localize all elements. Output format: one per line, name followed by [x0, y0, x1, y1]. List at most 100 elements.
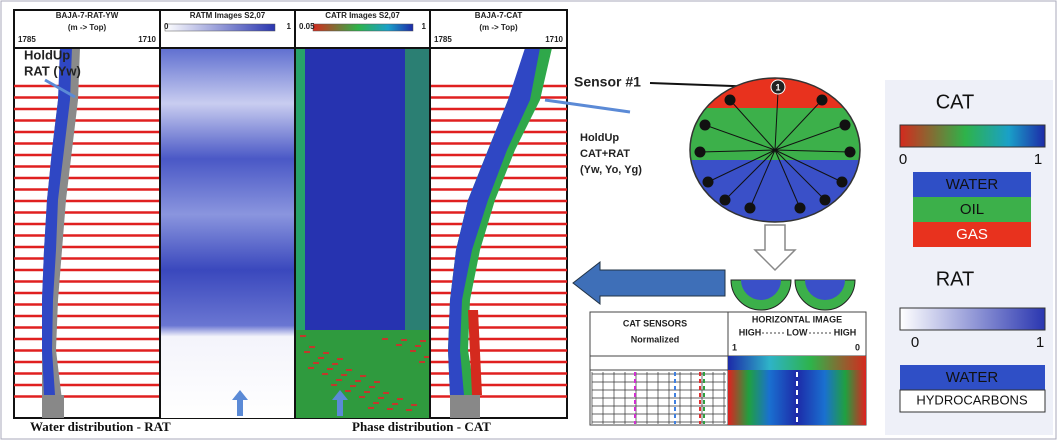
gas-speck [322, 373, 328, 375]
gas-speck [387, 408, 393, 410]
track-scale-left: 1785 [18, 35, 36, 44]
gas-speck [350, 385, 356, 387]
legend-title: CAT [936, 91, 975, 113]
track-scale-left: 1785 [434, 35, 452, 44]
gas-speck [410, 350, 416, 352]
track-title: BAJA-7-CAT [475, 11, 523, 20]
legend-min: 0 [911, 334, 919, 351]
gas-speck [345, 390, 351, 392]
sensor-number: 1 [775, 82, 780, 92]
sensor-dot [700, 120, 711, 131]
track-scale-left: 0 [164, 22, 169, 31]
track-scale-right: 1710 [138, 35, 156, 44]
gas-speck [383, 392, 389, 394]
sensor-dot [745, 203, 756, 214]
sensor-dot [795, 203, 806, 214]
gas-speck [411, 404, 417, 406]
gas-speck [359, 396, 365, 398]
track-scale-right: 1710 [545, 35, 563, 44]
sensor-dot [720, 195, 731, 206]
table-header: Normalized [631, 334, 680, 344]
sensor-dot [820, 195, 831, 206]
page: RAT and CAT phase distribution body { ma… [0, 0, 1058, 441]
track-title: RATM Images S2,07 [190, 11, 266, 20]
table-header: CAT SENSORS [623, 318, 687, 328]
cat-colorbar [900, 125, 1045, 147]
gas-speck [341, 374, 347, 376]
track-scale-left: 0.05 [299, 22, 315, 31]
gas-speck [313, 362, 319, 364]
annotation: RAT (Yw) [24, 63, 81, 78]
gas-speck [360, 375, 366, 377]
sensor-dot [695, 147, 706, 158]
track-title: BAJA-7-RAT-YW [56, 11, 119, 20]
scale-end: 1 [732, 342, 737, 352]
scale-end: 0 [855, 342, 860, 352]
gas-speck [327, 368, 333, 370]
page-body: {"tracks":[ {"title":"BAJA-7-RAT-YW","su… [0, 0, 1058, 441]
gas-speck [331, 384, 337, 386]
sensor-dot [840, 120, 851, 131]
track-scale-right: 1 [422, 22, 427, 31]
table-header: HORIZONTAL IMAGE [752, 314, 842, 324]
gas-speck [401, 339, 407, 341]
caption: Water distribution - RAT [30, 419, 171, 434]
cat-image-edge [405, 48, 430, 330]
phase-label: WATER [946, 369, 999, 386]
sensor-dot [725, 95, 736, 106]
gas-speck [369, 386, 375, 388]
down-arrow [755, 225, 795, 270]
gas-speck [396, 344, 402, 346]
gas-speck [373, 402, 379, 404]
sensor-dot [703, 177, 714, 188]
gas-speck [336, 379, 342, 381]
cat-image-bottom [295, 330, 430, 418]
gas-speck [382, 338, 388, 340]
scale-label: HIGH [834, 327, 857, 337]
gas-speck [420, 340, 426, 342]
sensor-dot [845, 147, 856, 158]
rat-bottom [42, 395, 64, 418]
half-disk-core [741, 280, 845, 300]
legend-min: 0 [899, 151, 907, 168]
gas-speck [392, 403, 398, 405]
annotation: HoldUp [580, 132, 619, 144]
annotation: CAT+RAT [580, 148, 630, 160]
gas-speck [323, 352, 329, 354]
phase-label: OIL [960, 201, 984, 218]
gas-speck [419, 361, 425, 363]
gas-speck [355, 380, 361, 382]
gas-speck [337, 358, 343, 360]
gas-speck [374, 381, 380, 383]
scale-label: LOW [787, 327, 808, 337]
gas-speck [308, 367, 314, 369]
phase-label: HYDROCARBONS [916, 392, 1028, 407]
gas-speck [304, 351, 310, 353]
gas-speck [378, 397, 384, 399]
legend-title: RAT [936, 268, 975, 290]
track-subtitle: (m -> Top) [68, 23, 107, 32]
sensor-dot [817, 95, 828, 106]
sensor-table [590, 312, 866, 425]
phase-label: GAS [956, 226, 988, 243]
track-scale-right: 1 [287, 22, 292, 31]
legend-max: 1 [1034, 151, 1042, 168]
track-title: CATR Images S2,07 [325, 11, 400, 20]
figure: BAJA-7-RAT-YW (m -> Top) 1785 1710 RATM Imag… [0, 0, 1058, 441]
rat-image [160, 48, 295, 418]
gas-speck [346, 369, 352, 371]
gas-speck [332, 363, 338, 365]
rat-header-scale [165, 24, 275, 31]
gas-speck [300, 335, 306, 337]
cat-bottom [450, 395, 480, 418]
gas-speck [406, 409, 412, 411]
gas-speck [397, 398, 403, 400]
cat-header-scale [313, 24, 413, 31]
annotation: HoldUp [24, 47, 70, 62]
phase-label: WATER [946, 176, 999, 193]
gas-speck [318, 357, 324, 359]
annotation: (Yw, Yo, Yg) [580, 164, 642, 176]
gas-speck [368, 407, 374, 409]
scale-label: HIGH [739, 327, 762, 337]
rat-colorbar [900, 308, 1045, 330]
